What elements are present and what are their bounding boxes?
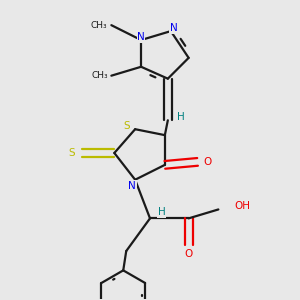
Text: N: N — [170, 23, 178, 33]
Text: O: O — [184, 249, 193, 259]
Text: O: O — [204, 157, 212, 167]
Text: H: H — [158, 207, 166, 218]
Text: N: N — [128, 181, 136, 191]
Text: CH₃: CH₃ — [90, 21, 107, 30]
Text: OH: OH — [235, 202, 251, 212]
Text: H: H — [177, 112, 185, 122]
Text: S: S — [123, 121, 130, 131]
Text: CH₃: CH₃ — [92, 71, 108, 80]
Text: N: N — [137, 32, 145, 42]
Text: S: S — [68, 148, 74, 158]
